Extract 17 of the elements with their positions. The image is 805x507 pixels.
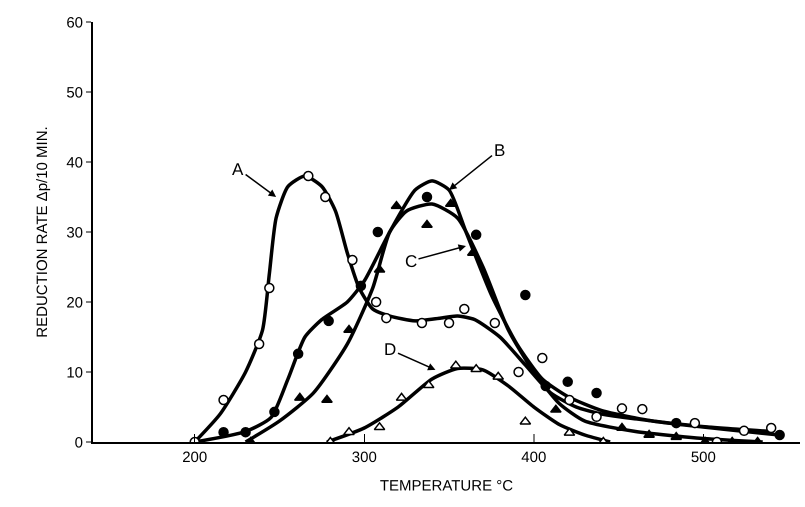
annotation: A	[232, 160, 244, 179]
annotation: C	[405, 252, 418, 271]
y-tick-label: 40	[66, 154, 83, 172]
x-tick-label: 500	[690, 449, 716, 466]
y-tick-label: 0	[74, 434, 83, 452]
x-axis-title: TEMPERATURE °C	[380, 478, 514, 494]
annotation: B	[494, 141, 506, 160]
y-tick-label: 20	[66, 294, 83, 312]
y-tick-label: 60	[66, 14, 83, 32]
y-tick-label: 50	[66, 84, 83, 102]
y-axis-title: REDUCTION RATE Δp/10 MIN.	[34, 126, 52, 338]
y-tick-label: 30	[66, 224, 83, 242]
x-tick-label: 300	[352, 449, 377, 466]
y-tick-label: 10	[66, 364, 83, 382]
x-tick-label: 200	[182, 449, 208, 466]
annotation: D	[384, 340, 396, 359]
x-tick-label: 400	[521, 449, 546, 466]
